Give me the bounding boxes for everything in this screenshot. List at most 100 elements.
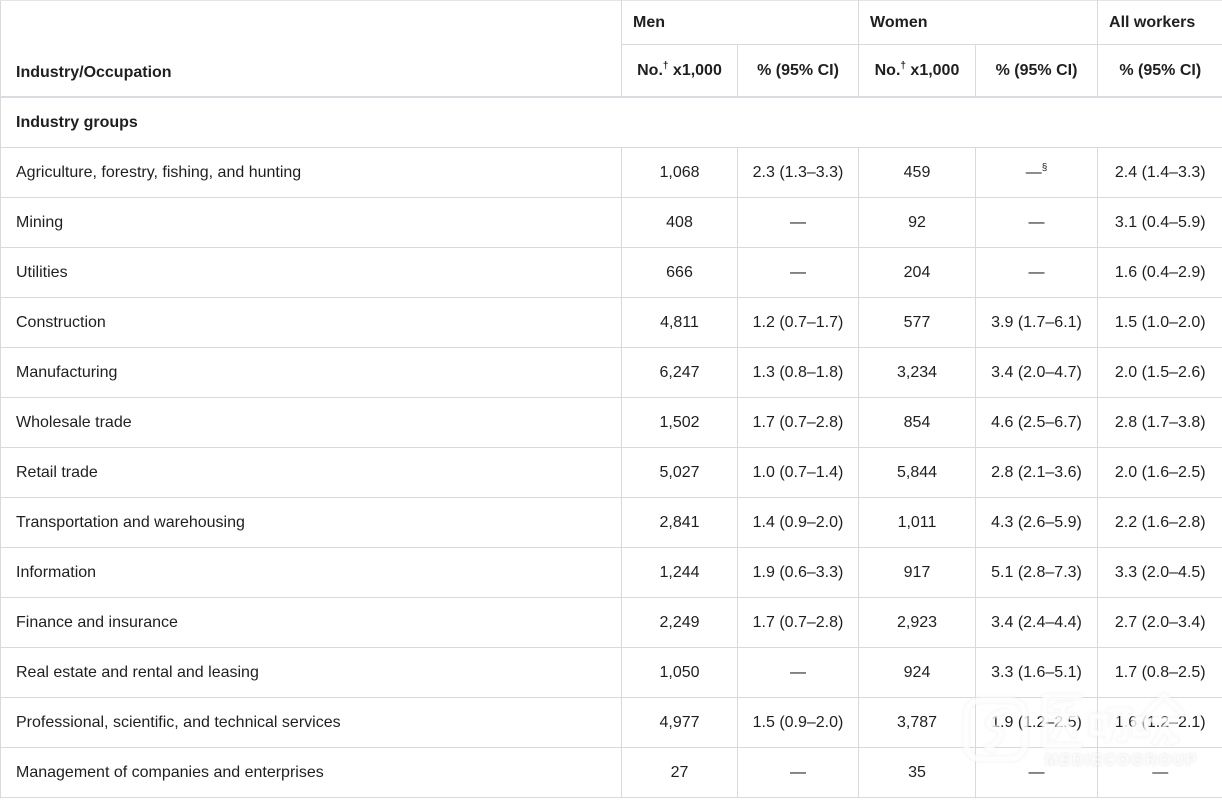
cell-all-pct: 2.0 (1.5–2.6)	[1097, 347, 1222, 398]
cell-men-pct: 1.4 (0.9–2.0)	[737, 497, 859, 548]
row-label: Transportation and warehousing	[0, 497, 622, 548]
cell-women-pct: 5.1 (2.8–7.3)	[974, 547, 1099, 598]
sub-header-row: No.† x1,000 % (95% CI) No.† x1,000 % (95…	[1, 44, 1222, 98]
cell-men-no: 2,249	[621, 597, 738, 648]
cell-women-no: 459	[858, 147, 976, 198]
row-label: Agriculture, forestry, fishing, and hunt…	[0, 147, 622, 198]
section-sign-footnote-marker: §	[1041, 162, 1048, 174]
cell-all-pct: 1.5 (1.0–2.0)	[1097, 297, 1222, 348]
row-label: Utilities	[0, 247, 622, 298]
cell-men-pct: —	[737, 747, 859, 798]
cell-all-pct: 2.2 (1.6–2.8)	[1097, 497, 1222, 548]
row-label: Retail trade	[0, 447, 622, 498]
row-label: Construction	[0, 297, 622, 348]
cell-women-no: 92	[858, 197, 976, 248]
cell-men-no: 4,811	[621, 297, 738, 348]
cell-women-no: 1,011	[858, 497, 976, 548]
x1000-label: x1,000	[905, 61, 960, 79]
row-label: Mining	[0, 197, 622, 248]
sub-header-men-percent: % (95% CI)	[737, 44, 859, 98]
table-row: Manufacturing 6,247 1.3 (0.8–1.8) 3,234 3.4 …	[0, 347, 1222, 398]
cell-men-pct: 1.7 (0.7–2.8)	[737, 397, 859, 448]
cell-all-pct: 2.8 (1.7–3.8)	[1097, 397, 1222, 448]
cell-women-no: 204	[858, 247, 976, 298]
cell-men-pct: 1.9 (0.6–3.3)	[737, 547, 859, 598]
cell-women-no: 917	[858, 547, 976, 598]
cell-all-pct: 1.7 (0.8–2.5)	[1097, 647, 1222, 698]
cell-men-pct: 1.5 (0.9–2.0)	[737, 697, 859, 748]
cell-men-pct: 2.3 (1.3–3.3)	[737, 147, 859, 198]
cell-women-pct: 1.9 (1.2–2.5)	[974, 697, 1099, 748]
cell-women-no: 5,844	[858, 447, 976, 498]
cell-women-no: 854	[858, 397, 976, 448]
x1000-label: x1,000	[668, 61, 722, 79]
table-row: Agriculture, forestry, fishing, and hunt…	[0, 147, 1222, 198]
sub-header-women-percent: % (95% CI)	[974, 44, 1099, 98]
cell-women-pct: 4.6 (2.5–6.7)	[974, 397, 1099, 448]
table-row: Construction 4,811 1.2 (0.7–1.7) 577 3.9 (1.…	[0, 297, 1222, 348]
cell-all-pct: 3.1 (0.4–5.9)	[1097, 197, 1222, 248]
row-label: Wholesale trade	[0, 397, 622, 448]
cell-women-no: 924	[858, 647, 976, 698]
sub-header-men-number: No.† x1,000	[621, 44, 738, 98]
table-row: Mining 408—92—3.1 (0.4–5.9)	[0, 197, 1222, 248]
cell-men-no: 2,841	[621, 497, 738, 548]
cell-men-no: 1,068	[621, 147, 738, 198]
cell-women-pct: 3.4 (2.4–4.4)	[974, 597, 1099, 648]
group-header-women: Women	[857, 0, 1099, 45]
cell-women-no: 2,923	[858, 597, 976, 648]
sub-header-all-workers-percent: % (95% CI)	[1097, 44, 1222, 98]
row-label: Real estate and rental and leasing	[0, 647, 622, 698]
cell-men-pct: —	[737, 197, 859, 248]
row-label: Information	[0, 547, 622, 598]
cell-all-pct: 3.3 (2.0–4.5)	[1097, 547, 1222, 598]
cell-women-pct: 4.3 (2.6–5.9)	[974, 497, 1099, 548]
cell-women-pct: —	[974, 747, 1099, 798]
no-label: No.	[874, 61, 901, 79]
cell-men-no: 6,247	[621, 347, 738, 398]
table-row: Finance and insurance 2,249 1.7 (0.7–2.8) 2…	[0, 597, 1222, 648]
table-row: Utilities 666—204—1.6 (0.4–2.9)	[0, 247, 1222, 298]
group-header-men: Men	[621, 0, 859, 45]
table-row: Transportation and warehousing 2,841 1.4 (…	[0, 497, 1222, 548]
group-header-row: Industry/Occupation Men Women All worker…	[0, 0, 1222, 98]
group-header-all-workers: All workers	[1097, 0, 1222, 45]
cell-women-pct: —	[974, 197, 1099, 248]
section-header-row: Industry groups	[0, 96, 1222, 148]
cell-women-no: 3,787	[858, 697, 976, 748]
cell-all-pct: 2.7 (2.0–3.4)	[1097, 597, 1222, 648]
row-label: Finance and insurance	[0, 597, 622, 648]
cell-women-pct: 3.3 (1.6–5.1)	[974, 647, 1099, 698]
column-header-industry-occupation: Industry/Occupation	[0, 0, 622, 98]
cell-men-no: 4,977	[621, 697, 738, 748]
row-label: Manufacturing	[0, 347, 622, 398]
sub-header-women-number: No.† x1,000	[858, 44, 976, 98]
row-label: Professional, scientific, and technical …	[0, 697, 622, 748]
cell-women-no: 577	[858, 297, 976, 348]
cell-men-no: 1,502	[621, 397, 738, 448]
no-label: No.	[637, 61, 663, 79]
table-row: Management of companies and enterprises 2…	[0, 747, 1222, 798]
cell-men-no: 1,244	[621, 547, 738, 598]
cell-women-no: 35	[858, 747, 976, 798]
cell-men-no: 408	[621, 197, 738, 248]
cell-men-no: 1,050	[621, 647, 738, 698]
row-label: Management of companies and enterprises	[0, 747, 622, 798]
dagger-footnote-marker: †	[900, 60, 906, 72]
cell-men-pct: —	[737, 647, 859, 698]
cell-men-pct: 1.0 (0.7–1.4)	[737, 447, 859, 498]
cell-women-no: 3,234	[858, 347, 976, 398]
cell-women-pct: 3.4 (2.0–4.7)	[974, 347, 1099, 398]
cell-men-pct: —	[737, 247, 859, 298]
table-row: Professional, scientific, and technical …	[0, 697, 1222, 748]
cell-women-pct: —	[974, 247, 1099, 298]
cell-all-pct: 1.6 (1.2–2.1)	[1097, 697, 1222, 748]
cell-women-pct: —§	[974, 147, 1099, 198]
table-body: Industry groups Agriculture, forestry, f…	[0, 96, 1222, 798]
table-row: Information 1,244 1.9 (0.6–3.3) 917 5.1 (2.8…	[0, 547, 1222, 598]
cell-all-pct: 2.4 (1.4–3.3)	[1097, 147, 1222, 198]
cell-all-pct: 2.0 (1.6–2.5)	[1097, 447, 1222, 498]
table-row: Retail trade 5,027 1.0 (0.7–1.4) 5,844 2.8 (…	[0, 447, 1222, 498]
table-row: Wholesale trade 1,502 1.7 (0.7–2.8) 854 4.6 …	[0, 397, 1222, 448]
